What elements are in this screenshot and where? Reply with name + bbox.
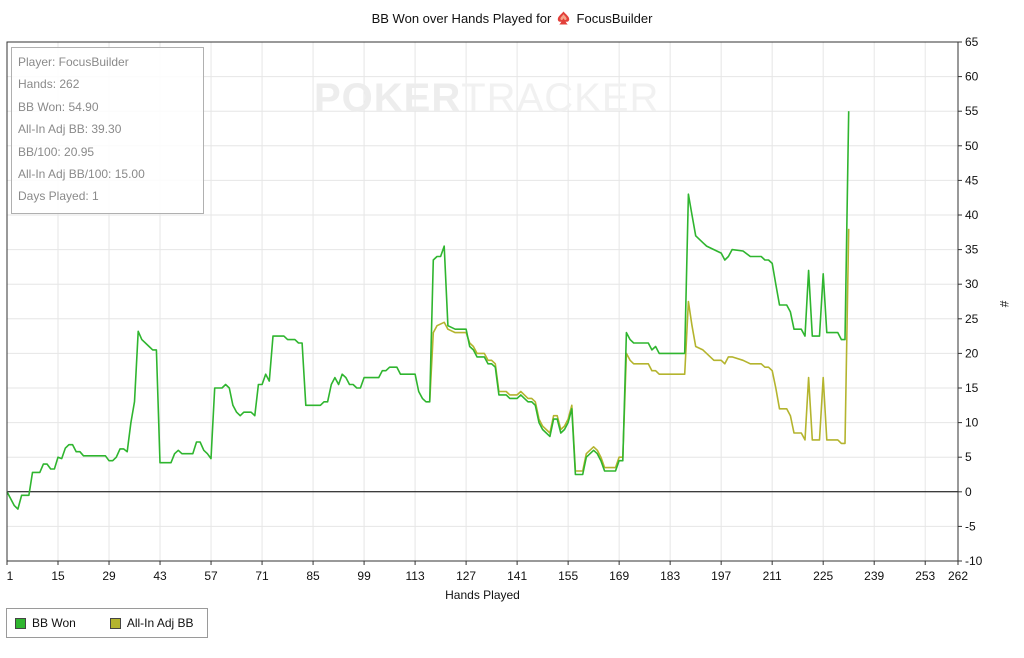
pokertracker-watermark: POKERTRACKER bbox=[314, 76, 660, 120]
chart-title-player: FocusBuilder bbox=[576, 11, 653, 26]
series-line-bb-won bbox=[6, 111, 850, 510]
y-tick-label: 0 bbox=[965, 485, 972, 499]
player-stats-box: Player: FocusBuilder Hands: 262 BB Won: … bbox=[11, 47, 204, 214]
y-tick-label: 10 bbox=[965, 416, 979, 430]
legend-swatch-allin-adj-bb bbox=[109, 617, 121, 629]
x-tick-label: 71 bbox=[255, 569, 269, 583]
legend-label-bb-won: BB Won bbox=[32, 616, 76, 630]
y-axis-label: # bbox=[997, 301, 1011, 308]
x-tick-label: 183 bbox=[660, 569, 680, 583]
series-line-allin-adj-bb bbox=[428, 228, 850, 472]
y-tick-label: 55 bbox=[965, 104, 979, 118]
x-tick-label: 225 bbox=[813, 569, 833, 583]
stat-bb-per-100: BB/100: 20.95 bbox=[18, 144, 95, 159]
stat-days-played: Days Played: 1 bbox=[18, 189, 99, 204]
x-axis-ticks: 1 15 29 43 57 71 85 99 113 127 141 155 169 183 197 211 2… bbox=[6, 561, 968, 583]
y-tick-label: 5 bbox=[965, 450, 972, 464]
series-lines bbox=[6, 111, 850, 510]
plot-frame bbox=[6, 41, 959, 562]
x-tick-label: 57 bbox=[204, 569, 218, 583]
y-tick-label: 50 bbox=[965, 139, 979, 153]
x-tick-label: 113 bbox=[406, 569, 425, 583]
x-tick-label: 127 bbox=[456, 569, 476, 583]
stat-player: Player: FocusBuilder bbox=[18, 55, 129, 69]
x-tick-label: 169 bbox=[609, 569, 629, 583]
legend-swatch-bb-won bbox=[15, 617, 26, 629]
chart-legend: BB Won All-In Adj BB bbox=[6, 608, 208, 638]
x-tick-label: 211 bbox=[763, 569, 782, 583]
x-tick-label: 1 bbox=[7, 569, 14, 583]
legend-item-bb-won[interactable]: BB Won bbox=[15, 616, 76, 630]
x-tick-label: 43 bbox=[153, 569, 167, 583]
y-tick-label: 30 bbox=[965, 277, 979, 291]
stat-bb-won: BB Won: 54.90 bbox=[18, 99, 99, 114]
legend-label-allin-adj-bb: All-In Adj BB bbox=[126, 616, 194, 630]
y-tick-label: 15 bbox=[965, 381, 979, 395]
x-tick-label: 29 bbox=[102, 569, 116, 583]
x-tick-label: 197 bbox=[711, 569, 731, 583]
y-tick-label: 25 bbox=[965, 312, 979, 326]
y-tick-label: 20 bbox=[965, 346, 979, 360]
y-tick-label: 35 bbox=[965, 243, 979, 257]
x-tick-label: 262 bbox=[948, 569, 968, 583]
y-tick-label: 40 bbox=[965, 208, 979, 222]
y-tick-label: 60 bbox=[965, 70, 979, 84]
y-tick-label: 65 bbox=[965, 35, 979, 49]
spade-icon bbox=[557, 11, 570, 25]
x-tick-label: 155 bbox=[558, 569, 578, 583]
x-tick-label: 239 bbox=[864, 569, 884, 583]
stat-hands: Hands: 262 bbox=[18, 77, 80, 92]
chart-title-text: BB Won over Hands Played for bbox=[371, 11, 552, 26]
x-tick-label: 15 bbox=[51, 569, 65, 583]
x-tick-label: 141 bbox=[507, 569, 527, 583]
stat-allin-adj-bb-per-100: All-In Adj BB/100: 15.00 bbox=[18, 166, 145, 181]
x-axis-label: Hands Played bbox=[445, 588, 520, 602]
x-tick-label: 85 bbox=[306, 569, 320, 583]
y-tick-label: 45 bbox=[965, 173, 979, 187]
chart-title: BB Won over Hands Played for FocusBuilde… bbox=[0, 11, 1024, 26]
y-tick-label: -10 bbox=[965, 554, 983, 568]
y-tick-label: -5 bbox=[965, 519, 976, 533]
y-axis-ticks: -10 -5 0 5 10 15 20 25 30 35 40 45 50 55 60 65 bbox=[958, 35, 983, 568]
stat-allin-adj-bb: All-In Adj BB: 39.30 bbox=[18, 122, 122, 137]
x-tick-label: 253 bbox=[915, 569, 935, 583]
legend-item-allin-adj-bb[interactable]: All-In Adj BB bbox=[109, 616, 194, 630]
x-tick-label: 99 bbox=[357, 569, 371, 583]
